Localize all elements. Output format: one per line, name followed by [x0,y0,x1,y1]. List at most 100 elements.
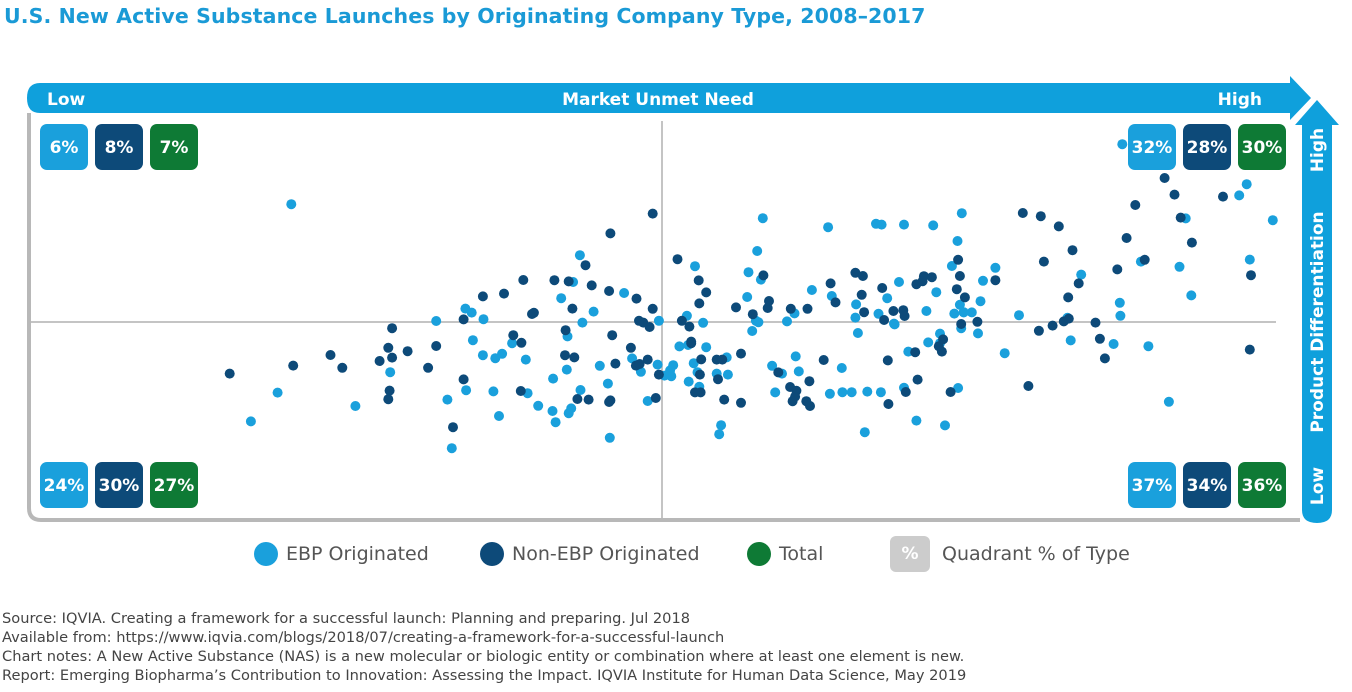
ebp-point [889,319,900,330]
top-left-total-percent: 7% [160,138,189,158]
scatter-chart: Low Market Unmet Need High High Product … [27,76,1339,523]
ebp-point [753,317,764,328]
non-ebp-point [959,292,970,303]
legend-item-non-ebp: Non-EBP Originated [480,542,700,566]
non-ebp-point [713,374,723,385]
ebp-point [931,287,942,298]
non-ebp-point [583,394,594,405]
non-ebp-point [888,306,899,316]
ebp-point [442,394,453,405]
non-ebp-point [325,350,336,360]
non-ebp-point [1186,237,1197,248]
non-ebp-point [856,289,867,300]
ebp-point [652,359,663,370]
ebp-point [973,328,983,339]
non-ebp-point [972,316,983,327]
non-ebp-point [605,228,616,239]
ebp-point [716,420,727,431]
non-ebp-point [458,314,469,325]
legend-item-ebp: EBP Originated [254,542,429,566]
ebp-point [770,387,781,398]
non-ebp-point [1090,317,1101,328]
ebp-point [477,350,488,361]
non-ebp-point [945,387,956,397]
ebp-point [949,308,960,319]
non-ebp-point [586,280,597,291]
ebp-point [958,307,969,318]
y-low-label: Low [1308,467,1328,506]
ebp-point [757,213,768,224]
ebp-point [272,387,283,398]
ebp-point [836,363,847,373]
ebp-point [1267,215,1278,226]
non-ebp-point [549,275,560,286]
legend-label-total: Total [779,543,824,565]
x-axis-arrow [27,76,1311,120]
ebp-point [1143,341,1154,352]
ebp-point [245,416,256,427]
ebp-point [1115,310,1126,321]
non-ebp-point [1073,278,1084,289]
ebp-point [714,429,725,440]
non-ebp-point [572,394,583,404]
non-ebp-point [804,376,815,387]
non-ebp-point [384,385,395,396]
ebp-point [1234,190,1245,201]
ebp-point [701,342,712,353]
non-ebp-point [990,275,1001,286]
top-right-total-percent: 30% [1242,138,1283,158]
non-ebp-point [1063,292,1074,303]
ebp-point [876,219,887,230]
non-ebp-point [387,352,398,363]
non-ebp-point [954,271,965,281]
non-ebp-point [644,322,655,332]
ebp-point [790,351,801,362]
ebp-point [547,406,558,416]
non-ebp-point [953,254,964,265]
non-ebp-point [1130,200,1141,210]
non-ebp-point [647,208,658,219]
bottom-right-non-ebp-badge [1183,462,1231,508]
ebp-point [653,315,664,326]
legend-item-total: Total [747,542,823,566]
ebp-point [975,296,986,307]
ebp-point [823,222,834,233]
non-ebp-point [731,302,741,313]
non-ebp-point [693,275,704,286]
non-ebp-point [1246,270,1256,281]
ebp-point [928,220,939,231]
ebp-point [602,378,613,389]
ebp-point [722,369,733,380]
ebp-point [1186,290,1197,301]
y-axis-arrow [1295,100,1339,523]
ebp-point [642,396,653,406]
top-right-ebp-badge [1128,124,1176,170]
ebp-point [850,312,861,323]
non-ebp-dot-icon [480,542,504,566]
ebp-point [752,246,763,256]
ebp-point [577,317,588,328]
ebp-point [953,383,964,393]
ebp-point [619,288,630,298]
ebp-point [467,335,478,346]
ebp-point [548,373,559,384]
ebp-point [666,371,677,382]
ebp-point [956,208,967,219]
bottom-right-ebp-percent: 37% [1132,476,1173,496]
non-ebp-point [477,291,488,302]
non-ebp-point [560,325,571,336]
non-ebp-point [604,286,615,296]
y-axis-title: Product Differentiation [1308,211,1328,432]
non-ebp-point [701,287,712,298]
top-left-non-ebp-percent: 8% [105,138,134,158]
non-ebp-point [518,275,529,285]
non-ebp-point [790,391,801,402]
non-ebp-point [423,362,434,373]
ebp-dot-icon [254,542,278,566]
ebp-point [1076,269,1087,280]
non-ebp-point [650,393,661,403]
non-ebp-point [1094,333,1105,344]
ebp-point [921,306,932,316]
non-ebp-point [859,307,870,318]
non-ebp-point [918,271,929,282]
